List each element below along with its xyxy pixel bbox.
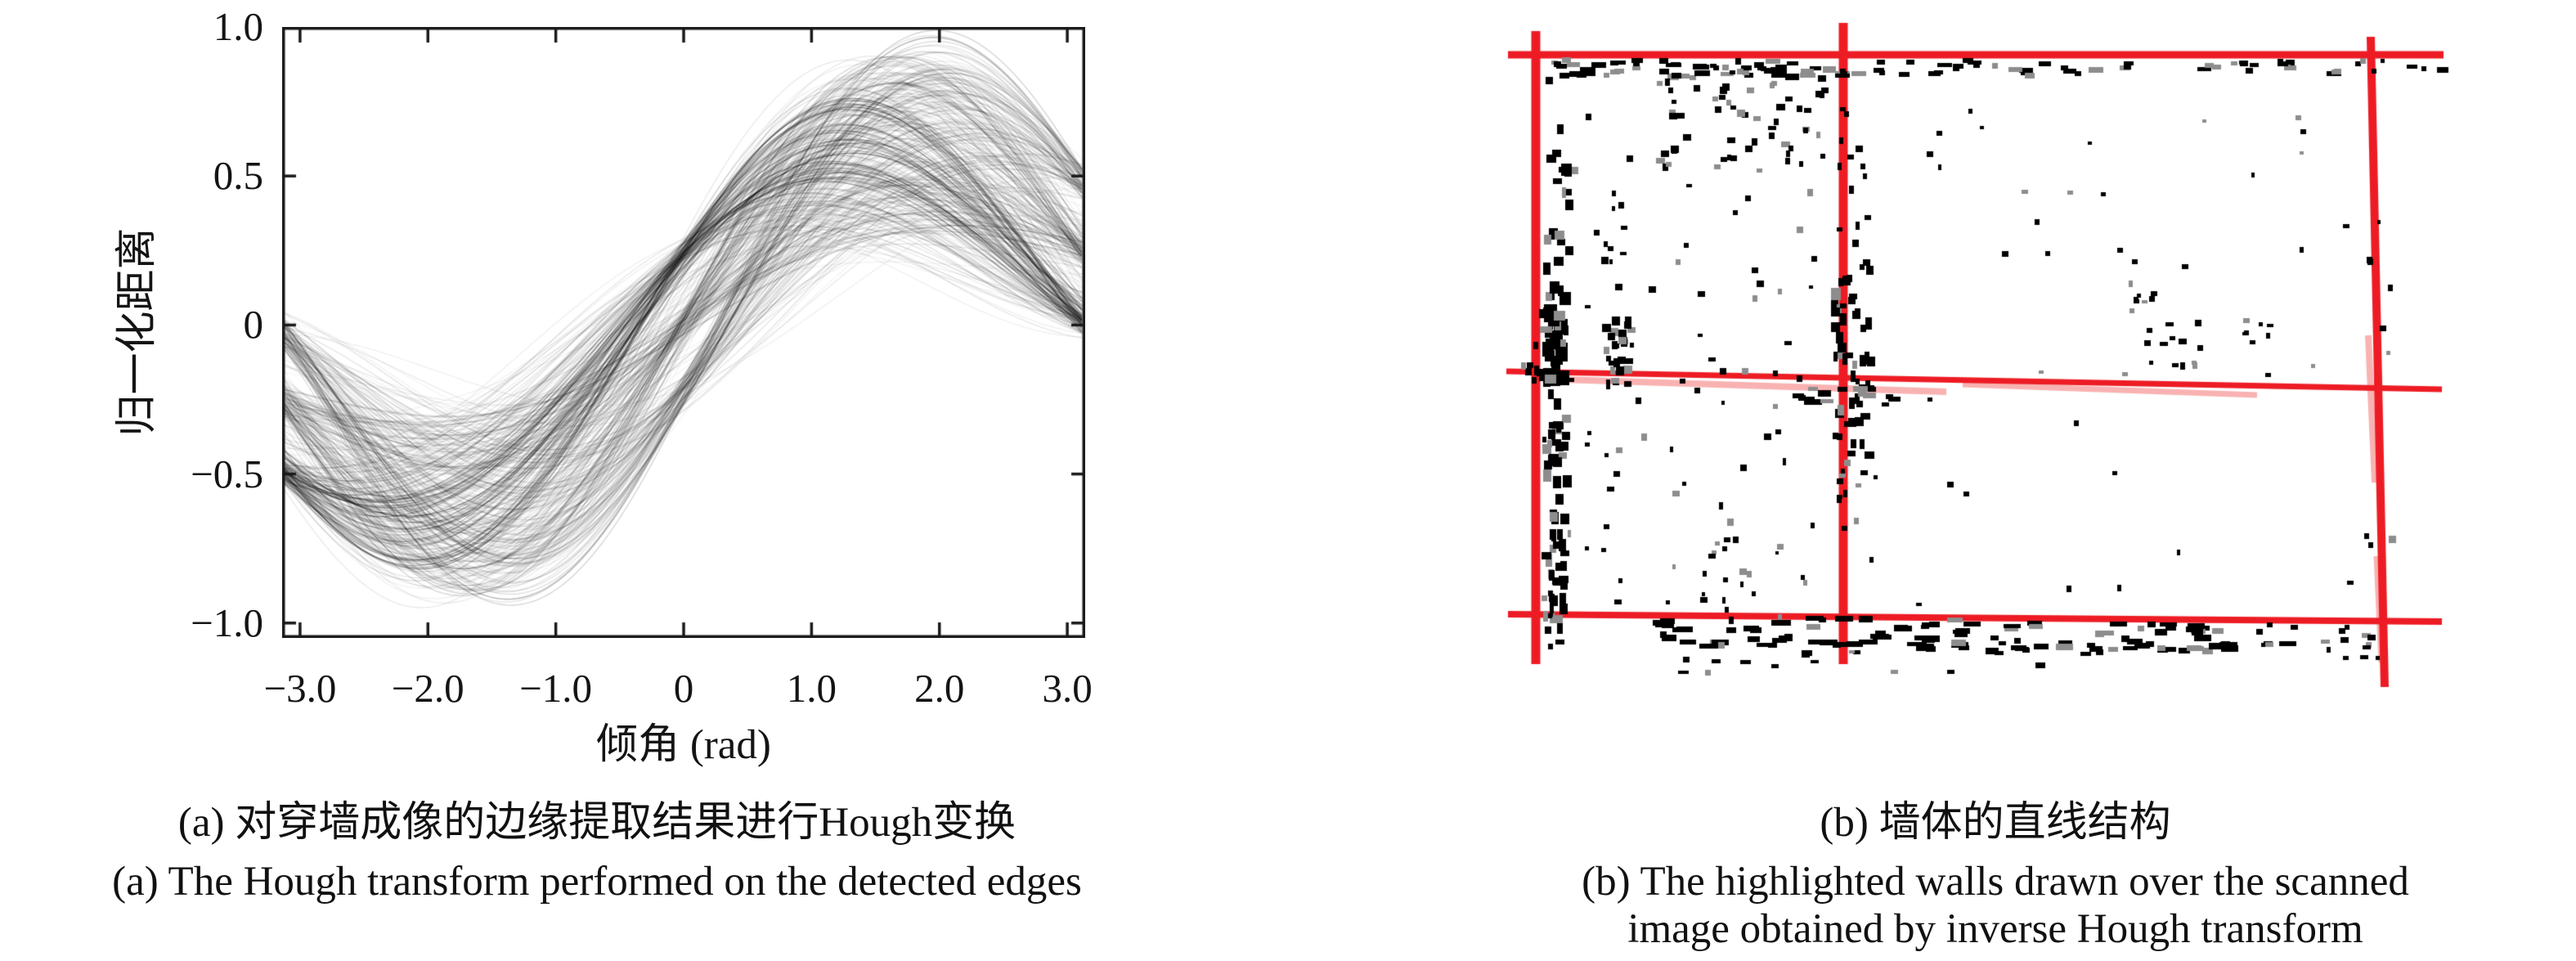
y-tick-label: 0	[243, 302, 264, 348]
wall-structure-image	[1505, 16, 2453, 695]
x-tick-label: −2.0	[391, 666, 464, 711]
caption-b-english-line2: image obtained by inverse Hough transfor…	[1627, 906, 2363, 952]
x-tick-label: −3.0	[263, 666, 337, 711]
x-tick-label: 2.0	[914, 666, 965, 711]
caption-a-english: (a) The Hough transform performed on the…	[112, 859, 1082, 905]
caption-a-chinese: (a) 对穿墙成像的边缘提取结果进行Hough变换	[177, 800, 1016, 846]
x-tick-label: 0	[673, 666, 694, 711]
caption-b-chinese: (b) 墙体的直线结构	[1820, 800, 2171, 846]
hough-transform-plot	[282, 27, 1085, 638]
y-tick-label: −1.0	[191, 600, 263, 645]
x-tick-label: −1.0	[519, 666, 593, 711]
y-tick-label: 0.5	[213, 153, 263, 199]
caption-b-english-line1: (b) The highlighted walls drawn over the…	[1582, 859, 2409, 905]
y-tick-label: −0.5	[191, 451, 263, 496]
hough-x-axis-label: 倾角 (rad)	[596, 722, 771, 768]
y-tick-label: 1.0	[213, 4, 263, 49]
x-tick-label: 1.0	[786, 666, 837, 711]
x-tick-label: 3.0	[1042, 666, 1093, 711]
